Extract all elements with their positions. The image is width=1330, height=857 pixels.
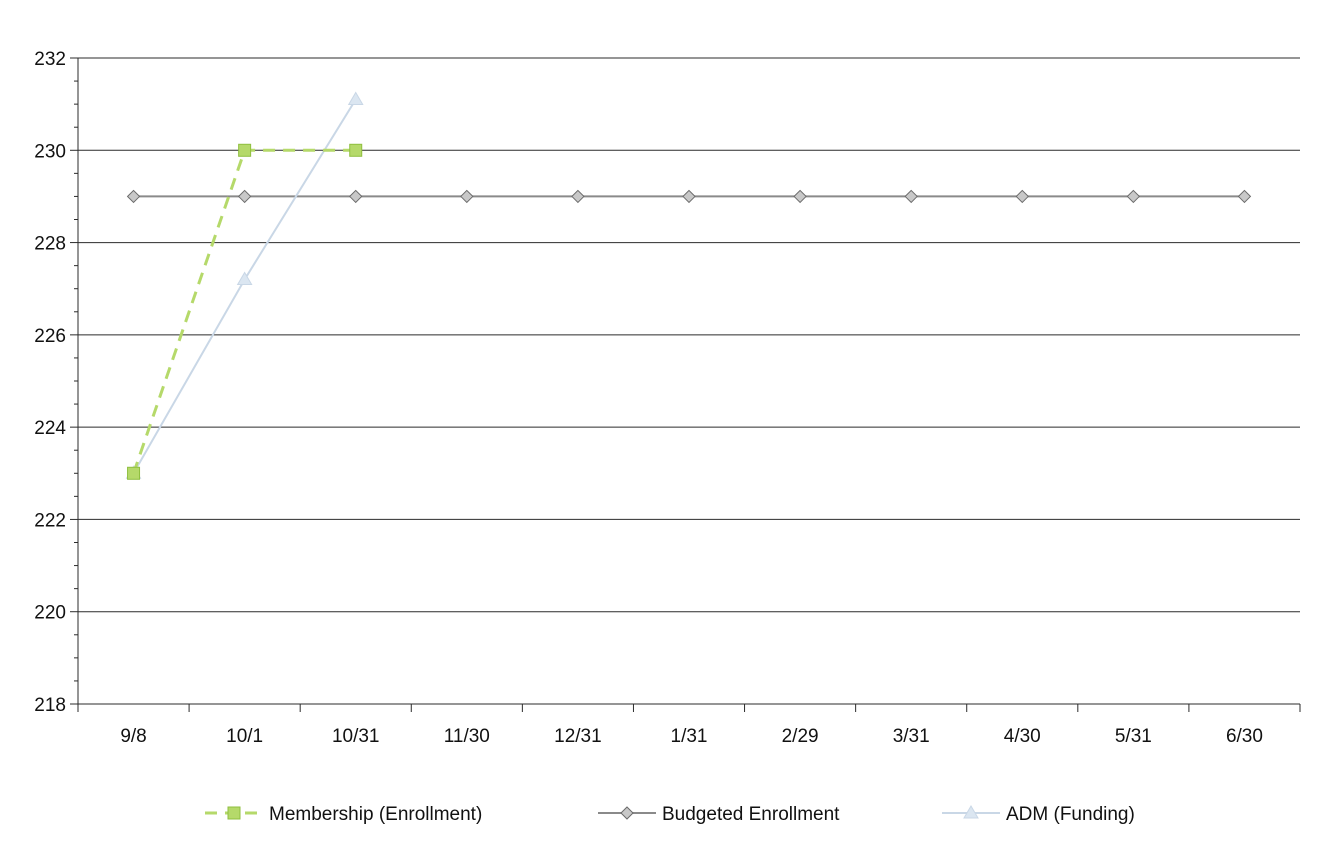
legend-label: ADM (Funding) (1006, 804, 1135, 825)
legend-item-adm-funding: ADM (Funding) (942, 804, 1135, 825)
legend-swatch-marker (620, 806, 634, 820)
budgeted-enrollment-point (1237, 189, 1252, 204)
budgeted-enrollment-point (682, 189, 696, 204)
x-tick-label: 12/31 (554, 726, 602, 747)
gridlines (78, 57, 1300, 705)
y-tick-label: 220 (34, 603, 66, 624)
budgeted-enrollment-point (1015, 189, 1029, 204)
budgeted-enrollment-point (904, 189, 918, 204)
budgeted-enrollment-point (126, 189, 141, 204)
x-tick-label: 2/29 (782, 726, 819, 747)
membership-enrollment-point (127, 466, 141, 480)
membership-enrollment-point (349, 143, 363, 157)
legend: Membership (Enrollment) Budgeted Enrollme… (205, 804, 1135, 825)
x-tick-label: 6/30 (1226, 726, 1263, 747)
x-tick-label: 4/30 (1004, 726, 1041, 747)
legend-swatch-marker (963, 805, 979, 819)
legend-item-budgeted-enrollment: Budgeted Enrollment (598, 804, 840, 825)
legend-item-membership-enrollment: Membership (Enrollment) (205, 804, 482, 825)
y-tick-label: 218 (34, 695, 66, 716)
legend-swatch-marker (227, 806, 241, 820)
y-tick-label: 232 (34, 49, 66, 70)
y-tick-label: 230 (34, 141, 66, 162)
y-tick-label: 226 (34, 326, 66, 347)
budgeted-enrollment-point (349, 189, 363, 204)
legend-label: Membership (Enrollment) (269, 804, 482, 825)
budgeted-enrollment-point (793, 189, 807, 204)
budgeted-enrollment-point (237, 189, 252, 204)
x-tick-label: 11/30 (444, 726, 490, 747)
axes: 218 220 222 224 226 228 230 232 9/8 10/1 10/31 11/3… (34, 49, 1301, 747)
membership-enrollment-point (238, 143, 252, 157)
series-lines (125, 91, 1252, 480)
budgeted-enrollment-point (1126, 189, 1141, 204)
x-tick-label: 10/1 (226, 726, 263, 747)
x-tick-label: 10/31 (332, 726, 380, 747)
budgeted-enrollment-point (460, 189, 474, 204)
y-tick-label: 228 (34, 234, 66, 255)
adm-funding-point (347, 91, 364, 106)
x-tick-label: 5/31 (1115, 726, 1152, 747)
legend-label: Budgeted Enrollment (662, 804, 840, 825)
y-tick-label: 224 (34, 418, 66, 439)
x-tick-label: 3/31 (893, 726, 930, 747)
y-tick-label: 222 (34, 510, 66, 531)
adm-funding-point (236, 271, 253, 285)
x-tick-label: 1/31 (671, 726, 708, 747)
budgeted-enrollment-point (571, 189, 585, 204)
x-tick-label: 9/8 (120, 726, 146, 747)
